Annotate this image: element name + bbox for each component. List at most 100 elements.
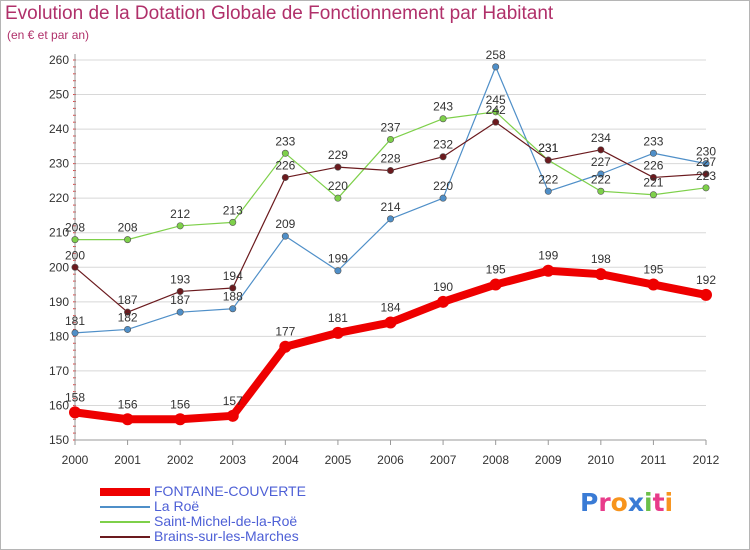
x-tick-label: 2009: [535, 453, 562, 467]
data-point: [71, 263, 79, 271]
data-label: 157: [223, 394, 243, 408]
data-point: [124, 308, 132, 316]
x-tick-label: 2007: [430, 453, 457, 467]
data-label: 199: [538, 249, 558, 263]
data-label: 177: [275, 325, 295, 339]
data-point: [176, 222, 184, 230]
data-point: [121, 413, 134, 426]
data-label: 193: [170, 272, 190, 286]
data-label: 200: [65, 248, 85, 262]
data-point: [492, 63, 500, 71]
data-label: 223: [696, 169, 716, 183]
data-point: [647, 278, 660, 291]
data-point: [597, 187, 605, 195]
y-tick-label: 260: [49, 53, 69, 67]
data-point: [544, 156, 552, 164]
series-lines: [69, 63, 712, 426]
x-tick-label: 2010: [587, 453, 614, 467]
legend-item-la-roe: La Roë: [100, 499, 306, 514]
legend-swatch: [100, 520, 150, 523]
y-tick-label: 150: [49, 433, 69, 447]
data-point: [649, 191, 657, 199]
legend: FONTAINE-COUVERTE La Roë Saint-Michel-de…: [100, 484, 306, 544]
data-label: 237: [380, 120, 400, 134]
y-tick-label: 240: [49, 122, 69, 136]
data-label: 220: [433, 179, 453, 193]
y-tick-label: 210: [49, 226, 69, 240]
data-label: 243: [433, 100, 453, 114]
data-point: [439, 115, 447, 123]
data-point: [69, 406, 81, 419]
x-tick-label: 2012: [693, 453, 720, 467]
y-tick-label: 200: [49, 260, 69, 274]
data-point: [334, 267, 342, 275]
y-tick-label: 160: [49, 398, 69, 412]
data-point: [279, 340, 292, 353]
data-point: [281, 173, 289, 181]
data-label: 230: [696, 145, 716, 159]
data-point: [702, 184, 710, 192]
data-label: 195: [643, 263, 663, 277]
data-label: 187: [170, 293, 190, 307]
data-label: 258: [486, 48, 506, 62]
y-tick-label: 230: [49, 157, 69, 171]
data-label: 212: [170, 207, 190, 221]
data-label: 245: [486, 93, 506, 107]
logo-letter: t: [652, 488, 665, 517]
legend-label: FONTAINE-COUVERTE: [154, 483, 306, 499]
data-point: [331, 326, 344, 339]
x-tick-label: 2006: [377, 453, 404, 467]
data-point: [492, 118, 500, 126]
data-point: [437, 295, 450, 308]
data-point: [649, 149, 657, 157]
data-point: [281, 149, 289, 157]
data-label: 199: [328, 252, 348, 266]
data-point: [649, 173, 657, 181]
data-point: [334, 194, 342, 202]
legend-item-saint-michel-de-la-roe: Saint-Michel-de-la-Roë: [100, 514, 306, 529]
data-label: 208: [65, 221, 85, 235]
legend-swatch: [100, 535, 150, 538]
data-label: 187: [118, 293, 138, 307]
data-label: 226: [275, 158, 295, 172]
axes: 150 160 170 180 190 200 210 220 230 240 250 260 2000…: [49, 53, 720, 467]
data-label: 214: [380, 200, 400, 214]
x-tick-label: 2003: [219, 453, 246, 467]
data-label: 231: [538, 141, 558, 155]
data-point: [439, 153, 447, 161]
data-point: [542, 264, 555, 277]
data-point: [700, 288, 712, 301]
x-tick-label: 2005: [325, 453, 352, 467]
logo-letter: x: [627, 488, 644, 517]
x-tick-label: 2011: [641, 453, 667, 467]
data-point: [124, 236, 132, 244]
data-label: 156: [170, 397, 190, 411]
y-tick-label: 190: [49, 295, 69, 309]
data-point: [281, 232, 289, 240]
data-label: 227: [591, 155, 611, 169]
x-tick-label: 2001: [114, 453, 141, 467]
data-point: [597, 146, 605, 154]
data-label: 156: [118, 397, 138, 411]
logo-letter: o: [610, 488, 628, 517]
legend-item-brains-sur-les-marches: Brains-sur-les-Marches: [100, 529, 306, 544]
data-label: 190: [433, 280, 453, 294]
data-label: 231: [538, 141, 558, 155]
data-label: 222: [538, 172, 558, 186]
data-label: 182: [118, 310, 138, 324]
data-label: 184: [380, 301, 400, 315]
data-label: 194: [223, 269, 243, 283]
legend-swatch: [100, 505, 150, 508]
data-point: [386, 167, 394, 175]
data-point: [489, 278, 502, 291]
proxiti-logo: Proxiti: [580, 488, 673, 517]
data-label: 242: [486, 103, 506, 117]
data-label: 213: [223, 203, 243, 217]
data-point: [229, 284, 237, 292]
logo-letter: i: [664, 488, 674, 517]
data-label: 208: [118, 221, 138, 235]
y-tick-label: 220: [49, 191, 69, 205]
x-tick-label: 2008: [482, 453, 509, 467]
